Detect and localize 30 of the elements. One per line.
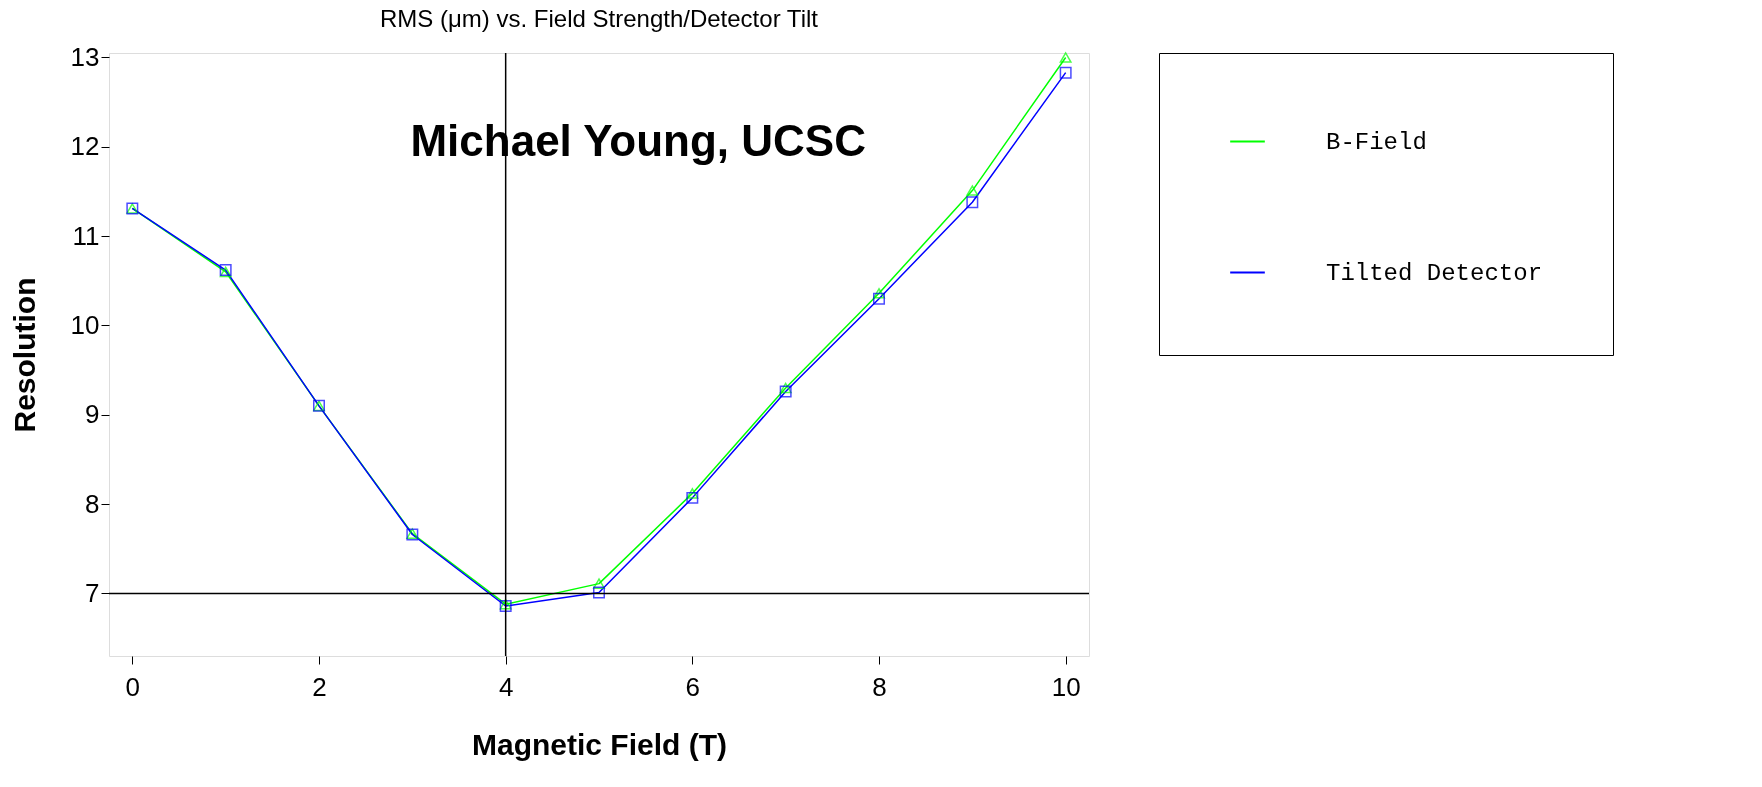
- y-tick-label: 10: [70, 309, 100, 340]
- point: [1059, 52, 1072, 63]
- point: [779, 382, 792, 394]
- point: [593, 578, 605, 589]
- point: [1059, 66, 1072, 79]
- point: [779, 385, 792, 398]
- point: [593, 586, 605, 599]
- x-tick-label: 6: [685, 671, 701, 702]
- x-tick-label: 8: [872, 671, 887, 702]
- point: [686, 488, 699, 499]
- y-tick-label: 12: [70, 131, 100, 162]
- text: B-Field: [1326, 128, 1427, 156]
- point: [873, 288, 885, 299]
- x-tick-label: 10: [1051, 671, 1081, 702]
- x-tick-label: 0: [125, 671, 141, 702]
- y-axis-title: Resolution: [7, 277, 41, 433]
- x-axis-title: Magnetic Field (T): [472, 727, 727, 761]
- x-tick-label: 4: [498, 671, 514, 702]
- text: Tilted Detector: [1326, 259, 1543, 287]
- y-tick-label: 8: [85, 488, 100, 519]
- chart-title: RMS (μm) vs. Field Strength/Detector Tilt: [380, 5, 819, 33]
- y-tick-label: 7: [85, 577, 100, 608]
- point: [966, 196, 979, 209]
- y-tick-label: 13: [70, 41, 100, 72]
- x-tick-label: 2: [312, 671, 327, 702]
- point: [686, 491, 699, 504]
- point: [873, 292, 885, 305]
- y-tick-label: 11: [72, 220, 100, 251]
- point: [966, 185, 979, 196]
- y-tick-label: 9: [85, 399, 100, 430]
